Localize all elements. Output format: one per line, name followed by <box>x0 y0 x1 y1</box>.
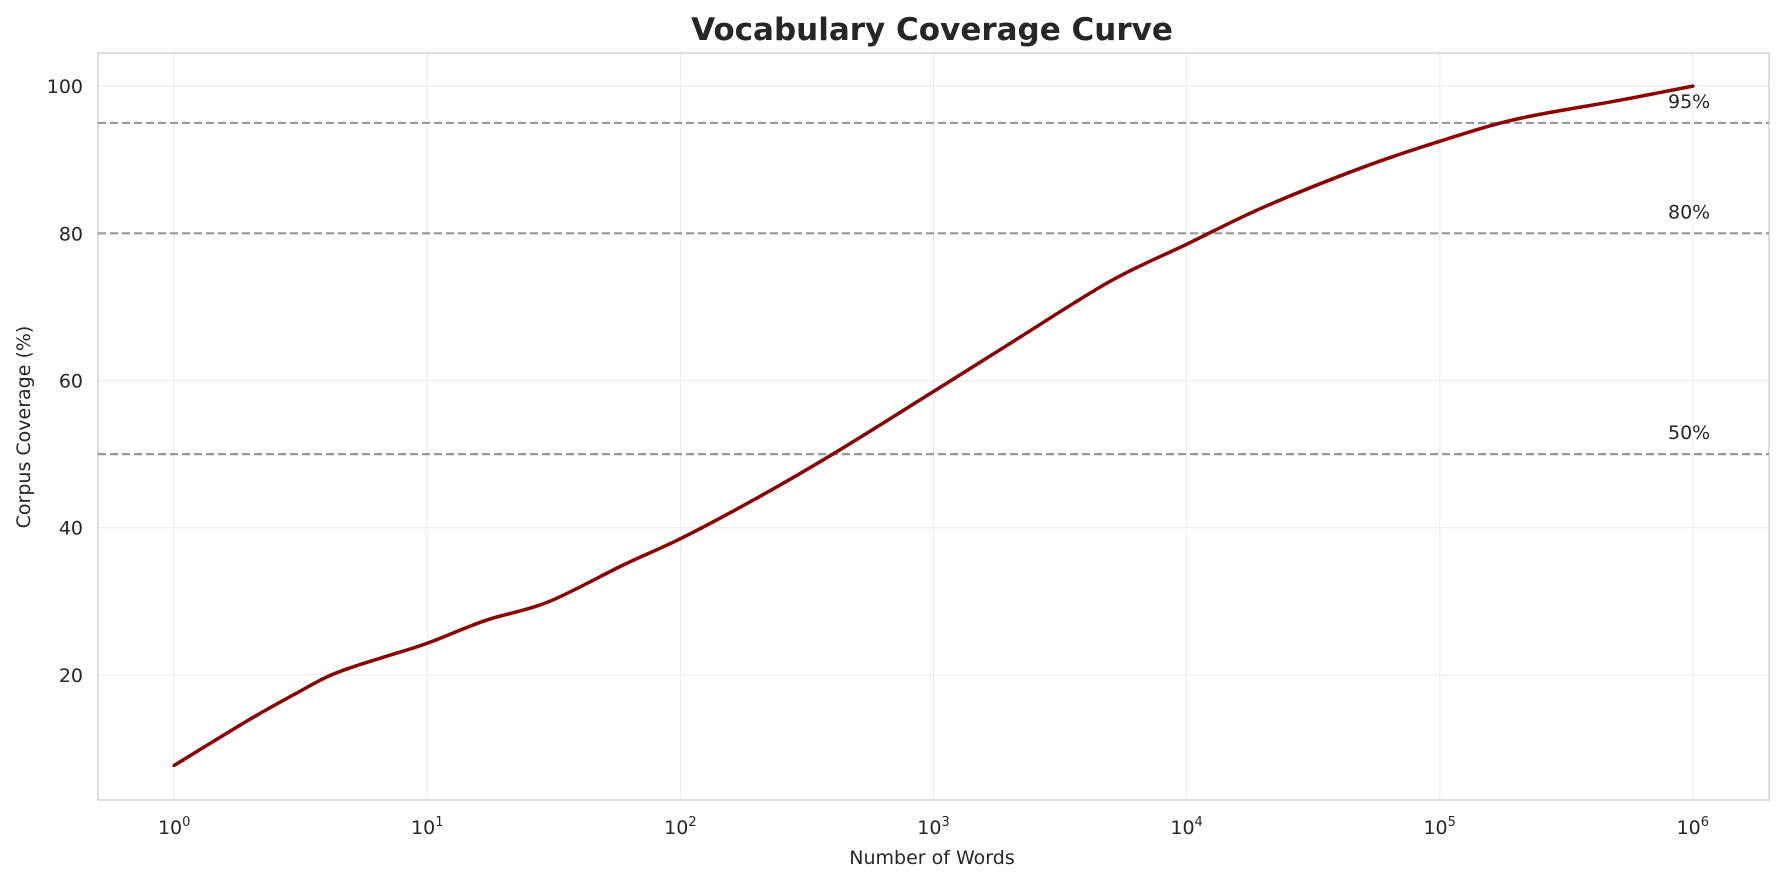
x-tick-exponent: 5 <box>1448 815 1456 830</box>
y-tick-labels: 20 40 60 80 100 <box>47 76 83 687</box>
x-tick-exponent: 6 <box>1701 815 1709 830</box>
x-tick-base: 10 <box>411 817 435 839</box>
x-tick-base: 10 <box>917 817 941 839</box>
x-tick-label: 104 <box>1170 815 1202 839</box>
x-tick-base: 10 <box>1423 817 1447 839</box>
y-tick-label: 60 <box>59 371 83 393</box>
x-axis-label: Number of Words <box>849 847 1014 869</box>
x-tick-base: 10 <box>664 817 688 839</box>
y-axis-label: Corpus Coverage (%) <box>13 326 35 529</box>
x-tick-exponent: 3 <box>941 815 949 830</box>
x-tick-base: 10 <box>1677 817 1701 839</box>
x-tick-label: 102 <box>664 815 696 839</box>
y-tick-label: 40 <box>59 518 83 540</box>
reference-label: 95% <box>1668 91 1710 113</box>
y-tick-label: 20 <box>59 665 83 687</box>
x-tick-exponent: 2 <box>688 815 696 830</box>
reference-label: 80% <box>1668 201 1710 223</box>
x-tick-label: 101 <box>411 815 443 839</box>
series-layer <box>172 84 1695 768</box>
chart-title: Vocabulary Coverage Curve <box>691 12 1173 48</box>
x-tick-base: 10 <box>1170 817 1194 839</box>
coverage-series-line <box>172 84 1695 768</box>
x-tick-label: 106 <box>1677 815 1709 839</box>
x-tick-exponent: 1 <box>435 815 443 830</box>
reference-label: 50% <box>1668 422 1710 444</box>
plot-frame <box>97 52 1770 801</box>
x-tick-exponent: 4 <box>1195 815 1203 830</box>
reference-lines: 95% 80% 50% <box>98 91 1769 456</box>
x-tick-label: 103 <box>917 815 949 839</box>
x-tick-label: 100 <box>158 815 190 839</box>
x-tick-base: 10 <box>158 817 182 839</box>
y-tick-label: 80 <box>59 223 83 245</box>
x-tick-labels: 100 101 102 103 104 105 106 <box>158 815 1709 839</box>
x-tick-label: 105 <box>1423 815 1455 839</box>
x-tick-exponent: 0 <box>182 815 190 830</box>
y-tick-label: 100 <box>47 76 83 98</box>
